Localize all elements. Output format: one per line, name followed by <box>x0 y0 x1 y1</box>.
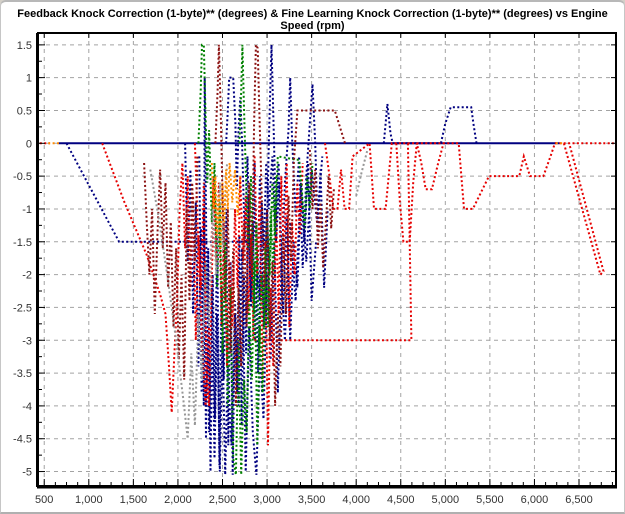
y-tick-label: 1.5 <box>17 40 32 52</box>
y-tick-label: -3.5 <box>13 368 32 380</box>
x-tick-label: 500 <box>35 494 53 506</box>
series-maroon-zigzag-left <box>143 156 199 380</box>
x-tick-label: 2,000 <box>164 494 192 506</box>
series-gray-descent <box>149 162 228 439</box>
series-green-spike-deep <box>197 43 277 475</box>
y-tick-label: -3 <box>22 335 32 347</box>
series-maroon-spikes-plateau <box>214 41 346 406</box>
x-tick-label: 1,000 <box>75 494 103 506</box>
series-red-neg3-plateau <box>193 143 413 406</box>
series-navy-deep-cluster <box>184 77 269 475</box>
x-tick-label: 5,000 <box>432 494 460 506</box>
y-tick-label: -1.5 <box>13 237 32 249</box>
x-tick-label: 4,500 <box>387 494 415 506</box>
y-tick-label: 0 <box>26 138 32 150</box>
x-tick-label: 6,500 <box>565 494 593 506</box>
y-tick-label: 1 <box>26 73 32 85</box>
x-tick-label: 1,500 <box>120 494 148 506</box>
series-navy-spikes-mid <box>225 44 329 374</box>
y-tick-label: 0.5 <box>17 105 32 117</box>
chart-title: Feedback Knock Correction (1-byte)** (de… <box>17 8 608 32</box>
y-tick-label: -1 <box>22 204 32 216</box>
plot-border <box>37 32 617 487</box>
x-tick-label: 5,500 <box>476 494 504 506</box>
series-red-right-shelf <box>395 143 445 243</box>
series-red-far-right-v <box>562 143 605 277</box>
y-tick-label: -5 <box>22 467 32 479</box>
series-orange-cluster <box>210 162 242 249</box>
series-gray-diagonal <box>355 148 369 197</box>
series-navy-deep-2 <box>198 156 318 475</box>
series-green-spike-2 <box>238 44 314 354</box>
y-tick-label: -4.5 <box>13 434 32 446</box>
x-tick-label: 6,000 <box>521 494 549 506</box>
series-red-left-v <box>101 142 216 413</box>
y-tick-label: -2.5 <box>13 302 32 314</box>
y-tick-label: -2 <box>22 270 32 282</box>
x-tick-label: 4,000 <box>342 494 370 506</box>
y-tick-label: -4 <box>22 401 32 413</box>
x-tick-label: 3,000 <box>253 494 281 506</box>
y-tick-label: -0.5 <box>13 171 32 183</box>
series-maroon-mid <box>308 149 335 269</box>
x-tick-label: 3,500 <box>298 494 326 506</box>
x-tick-label: 2,500 <box>209 494 237 506</box>
series-navy-right-bumps <box>382 103 478 145</box>
